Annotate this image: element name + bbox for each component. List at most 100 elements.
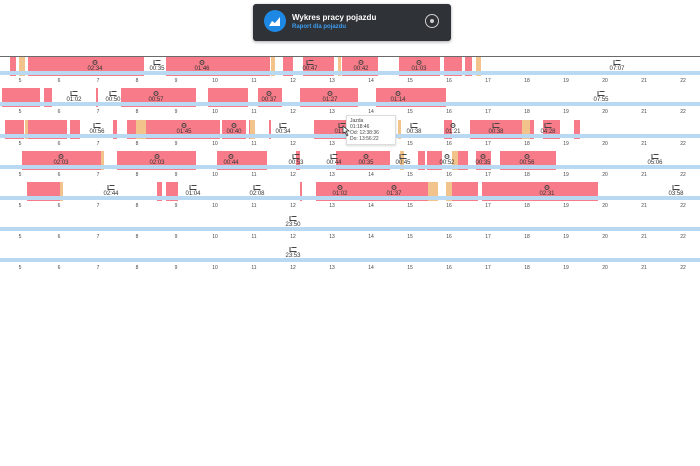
other-work-segment[interactable] — [428, 182, 438, 201]
drive-segment[interactable] — [444, 120, 452, 139]
hour-tick-label: 22 — [680, 265, 686, 271]
hour-tick-label: 10 — [212, 234, 218, 240]
duration-text: 00:44 — [223, 160, 239, 166]
bed-icon — [289, 216, 297, 221]
other-work-segment[interactable] — [400, 151, 404, 170]
hour-tick-label: 14 — [368, 78, 374, 84]
chart-area-icon — [264, 10, 286, 32]
hour-tick-label: 18 — [524, 141, 530, 147]
rest-duration-label: 00:38 — [488, 123, 504, 136]
other-work-segment[interactable] — [101, 151, 104, 170]
other-work-segment[interactable] — [25, 120, 28, 139]
hour-tick-label: 15 — [407, 78, 413, 84]
duration-text: 00:35 — [475, 160, 491, 166]
other-work-segment[interactable] — [476, 57, 481, 76]
hour-tick-label: 14 — [368, 109, 374, 115]
drive-segment[interactable] — [465, 57, 472, 76]
hour-tick-label: 9 — [174, 109, 178, 115]
timeline-track — [0, 227, 700, 231]
hour-tick-label: 17 — [485, 234, 491, 240]
hour-tick-label: 16 — [446, 78, 452, 84]
hour-tick-label: 13 — [329, 234, 335, 240]
hour-tick-label: 13 — [329, 109, 335, 115]
hour-tick-label: 14 — [368, 172, 374, 178]
drive-segment[interactable] — [269, 120, 271, 139]
duration-text: 00:38 — [488, 129, 504, 135]
hour-tick-label: 16 — [446, 172, 452, 178]
hour-tick-label: 5 — [18, 78, 22, 84]
steering-wheel-icon — [153, 91, 159, 96]
drive-segment[interactable] — [296, 151, 300, 170]
hour-tick-label: 14 — [368, 265, 374, 271]
other-work-segment[interactable] — [446, 182, 452, 201]
hour-tick-label: 12 — [290, 203, 296, 209]
duration-text: 00:35 — [358, 160, 374, 166]
duration-text: 02:03 — [53, 160, 69, 166]
duration-text: 00:47 — [302, 66, 318, 72]
drive-segment[interactable] — [113, 120, 117, 139]
steering-wheel-icon — [444, 154, 450, 159]
other-work-segment[interactable] — [452, 151, 458, 170]
drive-segment[interactable] — [96, 88, 98, 107]
other-work-segment[interactable] — [19, 57, 25, 76]
hour-tick-label: 6 — [57, 234, 61, 240]
segment-tooltip: Jazda 01:18:46 Od: 12:38:36 Do: 13:56:22 — [346, 115, 396, 145]
rest-duration-label: 04:28 — [540, 123, 556, 136]
drive-duration-label: 02:34 — [87, 60, 103, 73]
hour-tick-label: 16 — [446, 265, 452, 271]
hour-tick-label: 17 — [485, 265, 491, 271]
steering-wheel-icon — [363, 154, 369, 159]
hour-tick-label: 11 — [251, 78, 257, 84]
header-title: Wykres pracy pojazdu — [292, 13, 377, 22]
hour-tick-label: 13 — [329, 141, 335, 147]
other-work-segment[interactable] — [338, 57, 341, 76]
hour-tick-label: 7 — [96, 203, 100, 209]
hour-tick-label: 22 — [680, 234, 686, 240]
drive-duration-label: 01:45 — [176, 123, 192, 136]
steering-wheel-icon — [480, 154, 486, 159]
hour-tick-label: 22 — [680, 172, 686, 178]
bed-icon — [330, 154, 338, 159]
hour-tick-label: 5 — [18, 109, 22, 115]
drive-segment[interactable] — [44, 88, 52, 107]
drive-segment[interactable] — [10, 57, 16, 76]
drive-segment[interactable] — [70, 120, 80, 139]
hour-tick-label: 20 — [602, 265, 608, 271]
hour-tick-label: 10 — [212, 265, 218, 271]
drive-segment[interactable] — [300, 182, 302, 201]
hour-tick-label: 7 — [96, 78, 100, 84]
hour-tick-label: 7 — [96, 109, 100, 115]
drive-segment[interactable] — [283, 57, 293, 76]
drive-duration-label: 00:35 — [475, 154, 491, 167]
duration-text: 01:21 — [445, 129, 461, 135]
drive-duration-label: 01:03 — [411, 60, 427, 73]
other-work-segment[interactable] — [271, 57, 275, 76]
duration-text: 01:45 — [176, 129, 192, 135]
other-work-segment[interactable] — [522, 120, 530, 139]
drive-segment[interactable] — [529, 120, 534, 139]
duration-text: 00:40 — [226, 129, 242, 135]
hour-tick-label: 12 — [290, 141, 296, 147]
hour-tick-label: 19 — [563, 141, 569, 147]
duration-text: 02:34 — [87, 66, 103, 72]
rest-duration-label: 07:55 — [593, 91, 609, 104]
header-subtitle[interactable]: Raport dla pojazdu — [292, 24, 346, 30]
hour-tick-label: 11 — [251, 109, 257, 115]
other-work-segment[interactable] — [136, 120, 146, 139]
hour-tick-label: 19 — [563, 172, 569, 178]
steering-wheel-icon — [524, 154, 530, 159]
drive-duration-label: 01:46 — [194, 60, 210, 73]
drive-segment[interactable] — [574, 120, 580, 139]
duration-text: 23:53 — [285, 253, 301, 259]
bed-icon — [70, 91, 78, 96]
other-work-segment[interactable] — [398, 120, 401, 139]
drive-segment[interactable] — [458, 151, 468, 170]
duration-text: 03:58 — [668, 191, 684, 197]
hour-tick-label: 6 — [57, 265, 61, 271]
download-icon[interactable] — [425, 14, 439, 28]
hour-tick-label: 18 — [524, 172, 530, 178]
drive-segment[interactable] — [418, 151, 425, 170]
other-work-segment[interactable] — [250, 120, 255, 139]
drive-segment[interactable] — [157, 182, 162, 201]
other-work-segment[interactable] — [60, 182, 63, 201]
